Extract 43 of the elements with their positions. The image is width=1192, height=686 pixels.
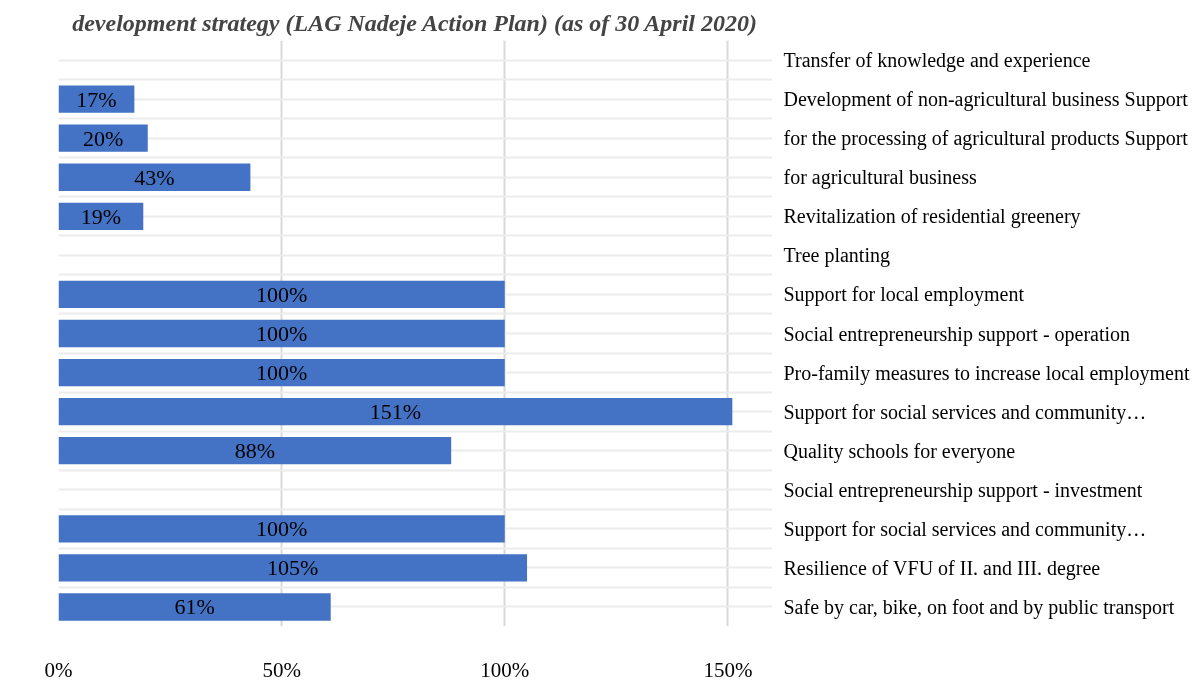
bar [58, 280, 505, 309]
data-label: 19% [80, 203, 122, 229]
y-tick-label: Development of non-agricultural business Support [783, 88, 1189, 112]
bar [58, 163, 251, 191]
bar [58, 358, 505, 387]
y-tick-label: Safe by car, bike, on foot and by public transport [783, 595, 1175, 619]
data-label: 88% [234, 438, 276, 464]
y-tick-label: Support for social services and community… [783, 400, 1147, 424]
chart-title: development strategy (LAG Nadeje Action Plan) (as of 30 April 2020) [72, 9, 758, 36]
y-tick-label: for the processing of agricultural products Support [783, 127, 1189, 151]
bar [58, 319, 505, 348]
y-tick-label: Tree planting [783, 244, 890, 268]
data-label: 100% [255, 516, 308, 542]
bar [58, 437, 452, 465]
y-tick-label: Quality schools for everyone [783, 439, 1016, 463]
data-label: 61% [174, 594, 215, 620]
y-tick-label: Support for social services and community… [783, 517, 1147, 541]
bar [58, 124, 148, 152]
x-tick-label: 0% [44, 657, 73, 682]
y-tick-label: Social entrepreneurship support - operation [783, 322, 1131, 346]
y-tick-label: Transfer of knowledge and experience [783, 49, 1091, 73]
data-label: 20% [82, 125, 124, 151]
y-tick-label: Revitalization of residential greenery [783, 205, 1081, 229]
data-label: 100% [255, 321, 308, 346]
bar [58, 85, 135, 113]
x-tick-label: 150% [703, 657, 753, 682]
x-tick-label: 100% [480, 657, 530, 682]
bar [58, 593, 331, 621]
data-label: 17% [76, 86, 117, 112]
bar [58, 515, 505, 543]
data-label: 100% [255, 281, 308, 307]
y-tick-label: Support for local employment [783, 283, 1025, 307]
data-label: 105% [267, 555, 319, 581]
bar [58, 554, 528, 582]
y-tick-label: Resilience of VFU of II. and III. degree [783, 556, 1101, 580]
x-tick-label: 50% [262, 657, 301, 682]
y-tick-label: Social entrepreneurship support - investment [783, 478, 1143, 502]
data-label: 100% [255, 360, 308, 386]
data-label: 151% [369, 399, 422, 425]
data-label: 43% [134, 164, 175, 190]
y-tick-label: Pro-family measures to increase local employment [783, 361, 1190, 385]
y-tick-label: for agricultural business [783, 166, 977, 190]
bar [58, 397, 733, 426]
